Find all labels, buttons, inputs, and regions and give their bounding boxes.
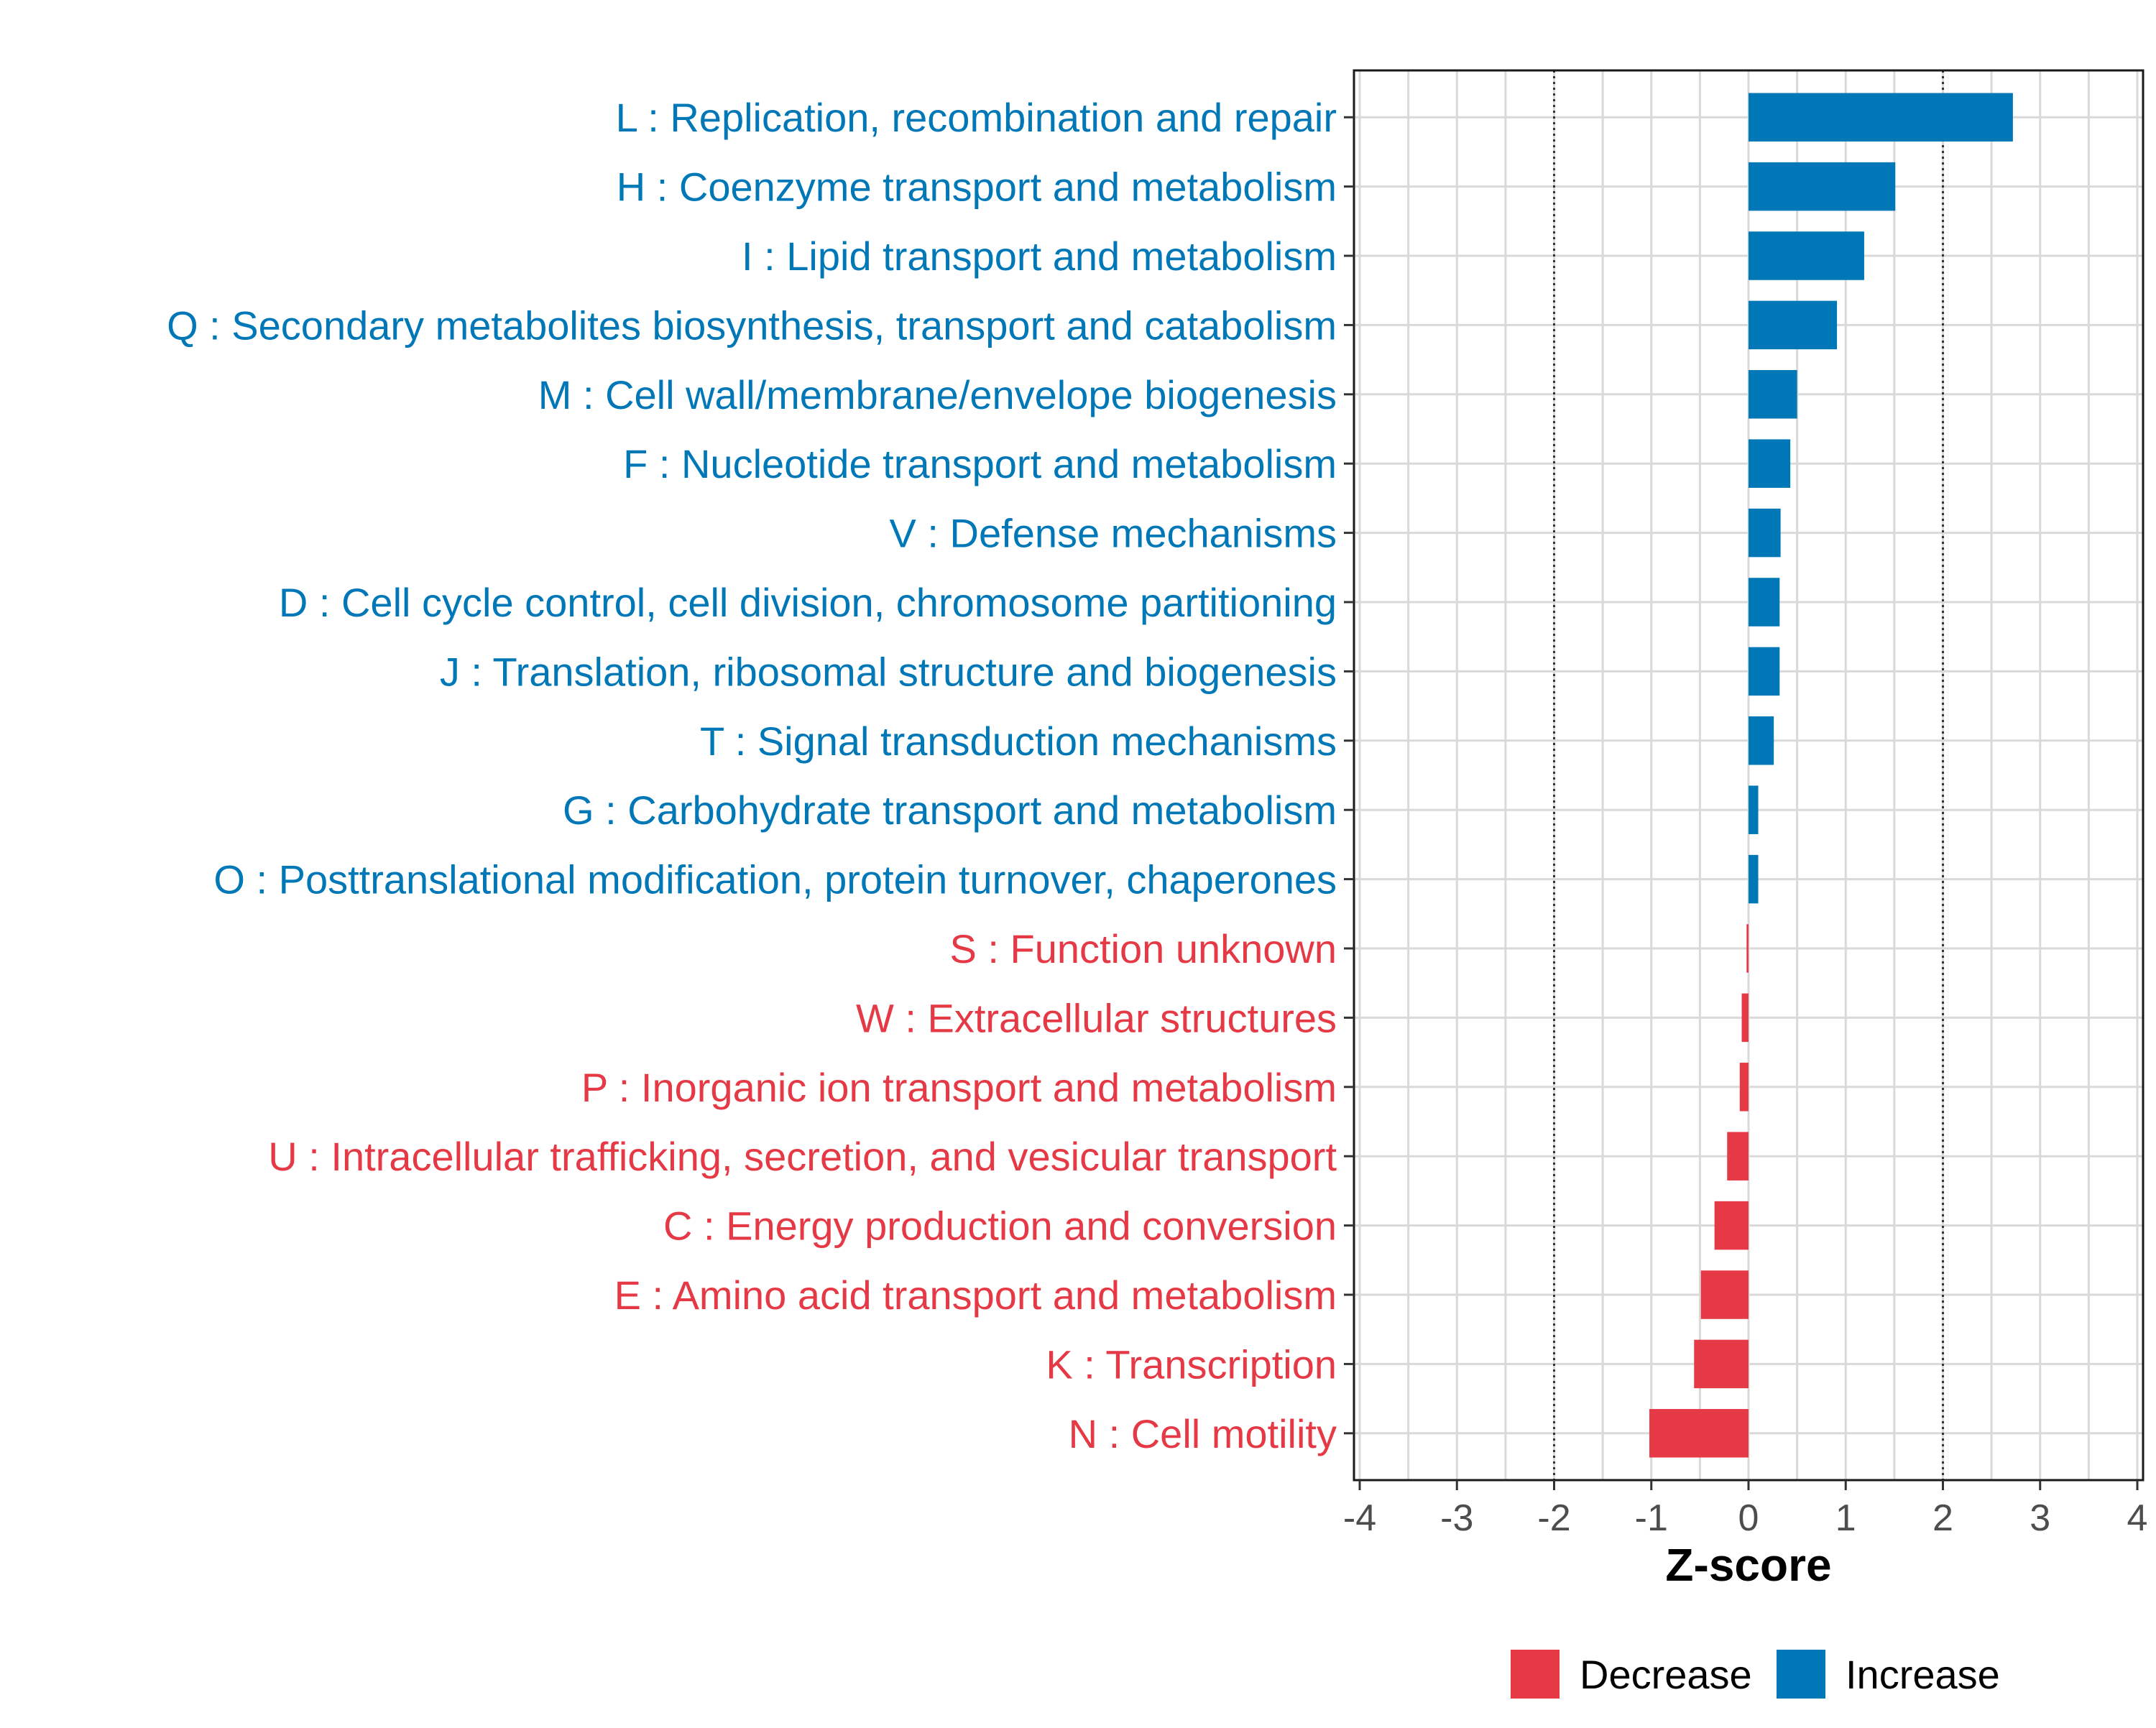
y-tick-label: P : Inorganic ion transport and metaboli… [581, 1065, 1337, 1110]
y-tick-label: U : Intracellular trafficking, secretion… [268, 1134, 1337, 1179]
x-tick-label: -3 [1440, 1497, 1473, 1539]
bar [1749, 578, 1780, 627]
y-tick-label: H : Coenzyme transport and metabolism [617, 165, 1337, 210]
x-tick-label: 3 [2030, 1497, 2050, 1539]
y-tick-label: N : Cell motility [1069, 1411, 1337, 1456]
bar [1749, 93, 2013, 142]
y-tick-label: S : Function unknown [949, 926, 1337, 971]
x-tick-label: 0 [1738, 1497, 1759, 1539]
bar [1749, 508, 1781, 558]
y-tick-label: L : Replication, recombination and repai… [616, 95, 1337, 140]
x-tick-label: 2 [1932, 1497, 1953, 1539]
bars [1649, 93, 2013, 1458]
bar [1749, 716, 1774, 765]
y-tick-label: V : Defense mechanisms [890, 511, 1337, 556]
y-tick-label: K : Transcription [1046, 1341, 1337, 1387]
legend-swatch [1777, 1650, 1825, 1699]
bar [1749, 439, 1791, 488]
legend: Decrease Increase [1511, 1650, 2000, 1699]
bar [1714, 1201, 1749, 1250]
bar [1727, 1132, 1749, 1181]
legend-label: Decrease [1580, 1652, 1752, 1697]
bar [1741, 993, 1749, 1043]
bar [1749, 231, 1864, 280]
x-tick-label: -2 [1537, 1497, 1570, 1539]
y-tick-label: T : Signal transduction mechanisms [700, 719, 1337, 764]
bar [1749, 370, 1797, 419]
bar [1694, 1339, 1749, 1389]
y-tick-label: J : Translation, ribosomal structure and… [440, 649, 1337, 694]
y-tick-label: G : Carbohydrate transport and metabolis… [563, 787, 1337, 833]
y-tick-label: F : Nucleotide transport and metabolism [623, 441, 1337, 486]
x-tick-label: 1 [1835, 1497, 1856, 1539]
bar [1749, 785, 1759, 834]
bar [1739, 1063, 1749, 1112]
y-tick-label: O : Posttranslational modification, prot… [213, 857, 1337, 902]
x-tick-label: -4 [1343, 1497, 1376, 1539]
y-tick-label: M : Cell wall/membrane/envelope biogenes… [538, 372, 1337, 417]
y-tick-label: Q : Secondary metabolites biosynthesis, … [167, 302, 1337, 348]
y-tick-label: I : Lipid transport and metabolism [742, 234, 1337, 279]
bar [1749, 647, 1780, 696]
x-tick-label: 4 [2127, 1497, 2148, 1539]
x-axis-title: Z-score [1665, 1539, 1831, 1591]
bar [1649, 1409, 1749, 1458]
y-tick-label: E : Amino acid transport and metabolism [614, 1272, 1337, 1318]
y-tick-label: W : Extracellular structures [856, 995, 1337, 1040]
legend-swatch [1511, 1650, 1560, 1699]
y-axis: L : Replication, recombination and repai… [167, 95, 1354, 1456]
y-tick-label: D : Cell cycle control, cell division, c… [279, 580, 1337, 625]
bar [1749, 854, 1759, 904]
legend-label: Increase [1846, 1652, 2000, 1697]
bar [1749, 300, 1838, 350]
bar [1746, 924, 1749, 973]
bar [1700, 1270, 1749, 1319]
y-tick-label: C : Energy production and conversion [663, 1203, 1337, 1249]
x-axis: -4 -3 -2 -1 0 1 2 3 4 [1343, 1480, 2148, 1539]
x-tick-label: -1 [1635, 1497, 1668, 1539]
bar [1749, 162, 1896, 211]
